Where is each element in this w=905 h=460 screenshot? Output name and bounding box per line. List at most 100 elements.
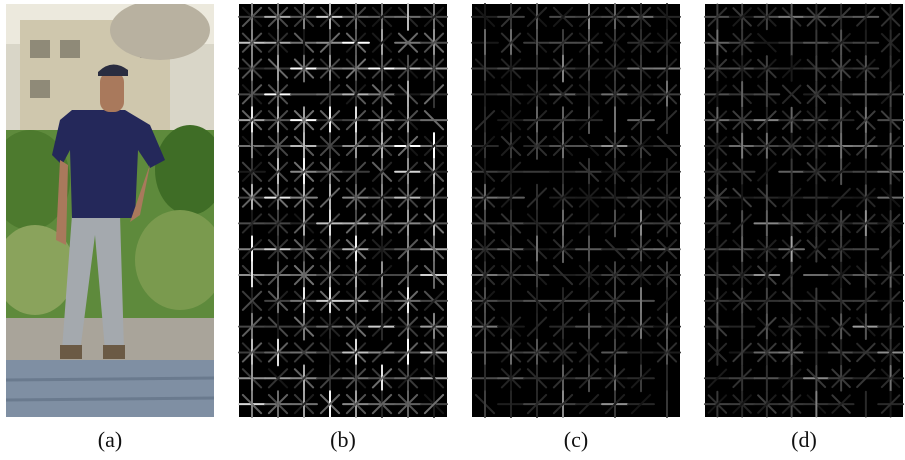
step-edge: [6, 376, 214, 382]
hog-stroke: [241, 187, 263, 208]
hog-stroke: [397, 32, 419, 53]
hog-stroke: [732, 265, 752, 285]
hog-stroke: [880, 316, 901, 337]
hog-stroke: [630, 6, 652, 28]
photo-panel: [6, 4, 214, 417]
hog-stroke: [604, 264, 626, 286]
hog-stroke: [831, 316, 851, 337]
hog-stroke: [500, 110, 522, 131]
hog-stroke: [319, 84, 341, 105]
hog-stroke: [806, 136, 827, 156]
hog-stroke: [474, 239, 496, 260]
hog-stroke: [293, 393, 315, 415]
hog-stroke: [397, 368, 419, 389]
hog-stroke: [604, 135, 626, 157]
hog-stroke: [500, 32, 522, 53]
hog-stroke: [656, 290, 678, 311]
hog-stroke: [241, 58, 263, 79]
hog-stroke: [423, 135, 445, 157]
hog-stroke: [397, 342, 419, 363]
hog-stroke: [552, 187, 574, 208]
hog-stroke: [604, 213, 626, 234]
hog-stroke: [757, 136, 777, 156]
caption: (a): [98, 427, 122, 452]
hog-stroke: [604, 32, 626, 53]
hog-background: [472, 4, 680, 417]
hog-stroke: [856, 368, 876, 389]
hog-stroke: [397, 187, 419, 208]
steps: [6, 360, 214, 417]
hog-stroke: [319, 110, 341, 131]
hog-stroke: [319, 58, 341, 79]
hog-stroke: [319, 187, 341, 208]
hog-stroke: [345, 58, 367, 79]
hog-background: [705, 4, 903, 417]
hog-stroke: [371, 32, 393, 53]
hog-stroke: [293, 187, 315, 208]
arm: [56, 160, 68, 245]
hog-stroke: [856, 7, 876, 27]
hog-stroke: [856, 110, 876, 130]
hog-stroke: [880, 58, 901, 79]
hog-stroke: [319, 393, 341, 415]
hog-stroke: [345, 239, 367, 260]
hog-stroke: [630, 393, 652, 415]
hog-stroke: [371, 290, 393, 311]
bush: [135, 210, 214, 310]
hog-stroke: [552, 110, 574, 131]
hog-stroke: [293, 264, 315, 286]
hog-stroke: [757, 239, 777, 259]
hog-stroke: [423, 161, 445, 182]
hog-stroke: [831, 162, 851, 182]
hog-stroke: [578, 135, 600, 157]
hog-stroke: [319, 135, 341, 157]
hog-stroke: [781, 187, 802, 208]
hog-stroke: [707, 84, 728, 105]
hog-stroke: [526, 135, 548, 157]
hog-stroke: [371, 316, 393, 337]
hog-panel: [238, 3, 448, 418]
hog-stroke: [293, 161, 315, 182]
hog-stroke: [319, 368, 341, 389]
hog-stroke: [526, 84, 548, 105]
hog-stroke: [552, 342, 574, 363]
hog-stroke: [371, 239, 393, 260]
hog-stroke: [831, 213, 851, 234]
hog-stroke: [757, 7, 777, 27]
hog-stroke: [552, 58, 574, 79]
hog-stroke: [732, 7, 752, 27]
hog-stroke: [831, 368, 851, 389]
hog-stroke: [781, 342, 802, 363]
hog-stroke: [345, 342, 367, 363]
hog-stroke: [578, 110, 600, 131]
hog-stroke: [880, 368, 901, 389]
bush: [6, 225, 75, 315]
hog-stroke: [656, 84, 678, 105]
hog-stroke: [345, 368, 367, 389]
hog-stroke: [578, 58, 600, 79]
hog-stroke: [732, 342, 752, 363]
hog-stroke: [474, 187, 496, 208]
hog-stroke: [578, 368, 600, 389]
hog-stroke: [319, 213, 341, 234]
hog-stroke: [241, 161, 263, 182]
hog-stroke: [630, 187, 652, 208]
hog-stroke: [500, 58, 522, 79]
hog-stroke: [856, 136, 876, 156]
hog-stroke: [656, 135, 678, 157]
hog-stroke: [267, 393, 289, 415]
hog-stroke: [604, 6, 626, 28]
hog-stroke: [371, 368, 393, 389]
hog-stroke: [552, 32, 574, 53]
hog-stroke: [880, 394, 901, 414]
hog-stroke: [781, 239, 802, 259]
hog-stroke: [604, 368, 626, 389]
hog-stroke: [552, 290, 574, 311]
hog-stroke: [293, 213, 315, 234]
hog-stroke: [604, 84, 626, 105]
jeans: [62, 215, 124, 352]
hog-stroke: [806, 110, 827, 130]
hog-stroke: [578, 187, 600, 208]
hog-stroke: [423, 110, 445, 131]
